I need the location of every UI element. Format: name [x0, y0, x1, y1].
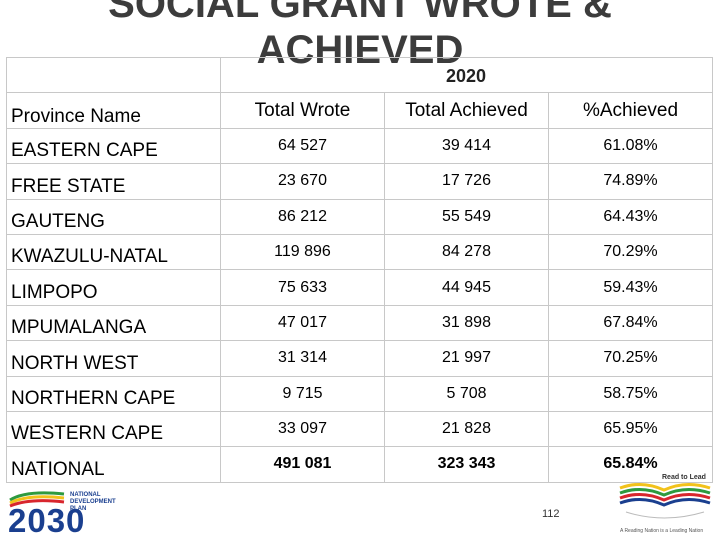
- grant-table: 2020 Province Name Total Wrote Total Ach…: [6, 56, 713, 483]
- table-row: WESTERN CAPE 33 097 21 828 65.95%: [6, 410, 713, 448]
- header-province: Province Name: [6, 92, 221, 129]
- header-total-wrote: Total Wrote: [220, 92, 385, 129]
- table-row: NORTH WEST 31 314 21 997 70.25%: [6, 340, 713, 377]
- blank-header-cell: [6, 56, 221, 94]
- header-total-achieved: Total Achieved: [384, 92, 549, 129]
- year-header-cell: 2020: [220, 56, 713, 94]
- total-achieved-cell: 39 414: [384, 127, 549, 165]
- pct-achieved-cell: 65.84%: [548, 446, 713, 483]
- pct-achieved-cell: 70.29%: [548, 233, 713, 271]
- year-label: 2020: [446, 66, 487, 86]
- total-achieved-cell: 55 549: [384, 198, 549, 235]
- pct-achieved-cell: 59.43%: [548, 269, 713, 306]
- total-wrote-cell: 491 081: [220, 446, 385, 483]
- total-wrote-cell: 75 633: [220, 269, 385, 306]
- read-to-lead-title: Read to Lead: [662, 474, 706, 481]
- table-title-row: 2020: [6, 56, 713, 94]
- ndp-text-line-3: PLAN: [70, 506, 87, 512]
- slide-title-line-1: SOCIAL GRANT WROTE &: [108, 0, 612, 26]
- province-name-cell: EASTERN CAPE: [6, 127, 221, 165]
- table-row: LIMPOPO 75 633 44 945 59.43%: [6, 269, 713, 306]
- province-name-cell: NATIONAL: [6, 446, 221, 483]
- total-wrote-cell: 47 017: [220, 304, 385, 342]
- total-achieved-cell: 5 708: [384, 375, 549, 412]
- total-wrote-cell: 33 097: [220, 410, 385, 448]
- pct-achieved-cell: 65.95%: [548, 410, 713, 448]
- table-row: KWAZULU-NATAL 119 896 84 278 70.29%: [6, 233, 713, 271]
- page-number: 112: [542, 508, 560, 520]
- total-achieved-cell: 323 343: [384, 446, 549, 483]
- ndp-text-line-1: NATIONAL: [70, 492, 101, 498]
- table-row: EASTERN CAPE 64 527 39 414 61.08%: [6, 127, 713, 165]
- open-book-icon: [619, 483, 711, 519]
- pct-achieved-cell: 58.75%: [548, 375, 713, 412]
- province-name-cell: WESTERN CAPE: [6, 410, 221, 448]
- province-name-cell: KWAZULU-NATAL: [6, 233, 221, 271]
- ndp-text: NATIONAL DEVELOPMENT PLAN: [70, 492, 116, 513]
- pct-achieved-cell: 64.43%: [548, 198, 713, 235]
- total-achieved-cell: 21 828: [384, 410, 549, 448]
- header-pct-achieved: %Achieved: [548, 92, 713, 129]
- table-row: GAUTENG 86 212 55 549 64.43%: [6, 198, 713, 235]
- province-name-cell: NORTHERN CAPE: [6, 375, 221, 412]
- total-wrote-cell: 31 314: [220, 340, 385, 377]
- pct-achieved-cell: 74.89%: [548, 163, 713, 200]
- total-wrote-cell: 119 896: [220, 233, 385, 271]
- read-to-lead-tagline: A Reading Nation is a Leading Nation: [620, 528, 704, 534]
- province-name-cell: GAUTENG: [6, 198, 221, 235]
- table-row: NATIONAL 491 081 323 343 65.84%: [6, 446, 713, 483]
- pct-achieved-cell: 70.25%: [548, 340, 713, 377]
- total-achieved-cell: 84 278: [384, 233, 549, 271]
- total-achieved-cell: 17 726: [384, 163, 549, 200]
- total-wrote-cell: 86 212: [220, 198, 385, 235]
- total-achieved-cell: 21 997: [384, 340, 549, 377]
- province-name-cell: FREE STATE: [6, 163, 221, 200]
- ndp-2030-logo: NATIONAL DEVELOPMENT PLAN 2030: [6, 488, 136, 539]
- total-wrote-cell: 64 527: [220, 127, 385, 165]
- ndp-text-line-2: DEVELOPMENT: [70, 499, 116, 505]
- province-name-cell: LIMPOPO: [6, 269, 221, 306]
- table-row: NORTHERN CAPE 9 715 5 708 58.75%: [6, 375, 713, 412]
- province-name-cell: MPUMALANGA: [6, 304, 221, 342]
- total-wrote-cell: 9 715: [220, 375, 385, 412]
- table-row: FREE STATE 23 670 17 726 74.89%: [6, 163, 713, 200]
- total-achieved-cell: 44 945: [384, 269, 549, 306]
- pct-achieved-cell: 61.08%: [548, 127, 713, 165]
- total-wrote-cell: 23 670: [220, 163, 385, 200]
- province-name-cell: NORTH WEST: [6, 340, 221, 377]
- column-header-row: Province Name Total Wrote Total Achieved…: [6, 92, 713, 129]
- ndp-year: 2030: [8, 502, 86, 539]
- total-achieved-cell: 31 898: [384, 304, 549, 342]
- ndp-flag-stripes-icon: [9, 491, 65, 508]
- pct-achieved-cell: 67.84%: [548, 304, 713, 342]
- read-to-lead-logo: Read to Lead A Reading Nation is a Leadi…: [612, 466, 718, 538]
- table-row: MPUMALANGA 47 017 31 898 67.84%: [6, 304, 713, 342]
